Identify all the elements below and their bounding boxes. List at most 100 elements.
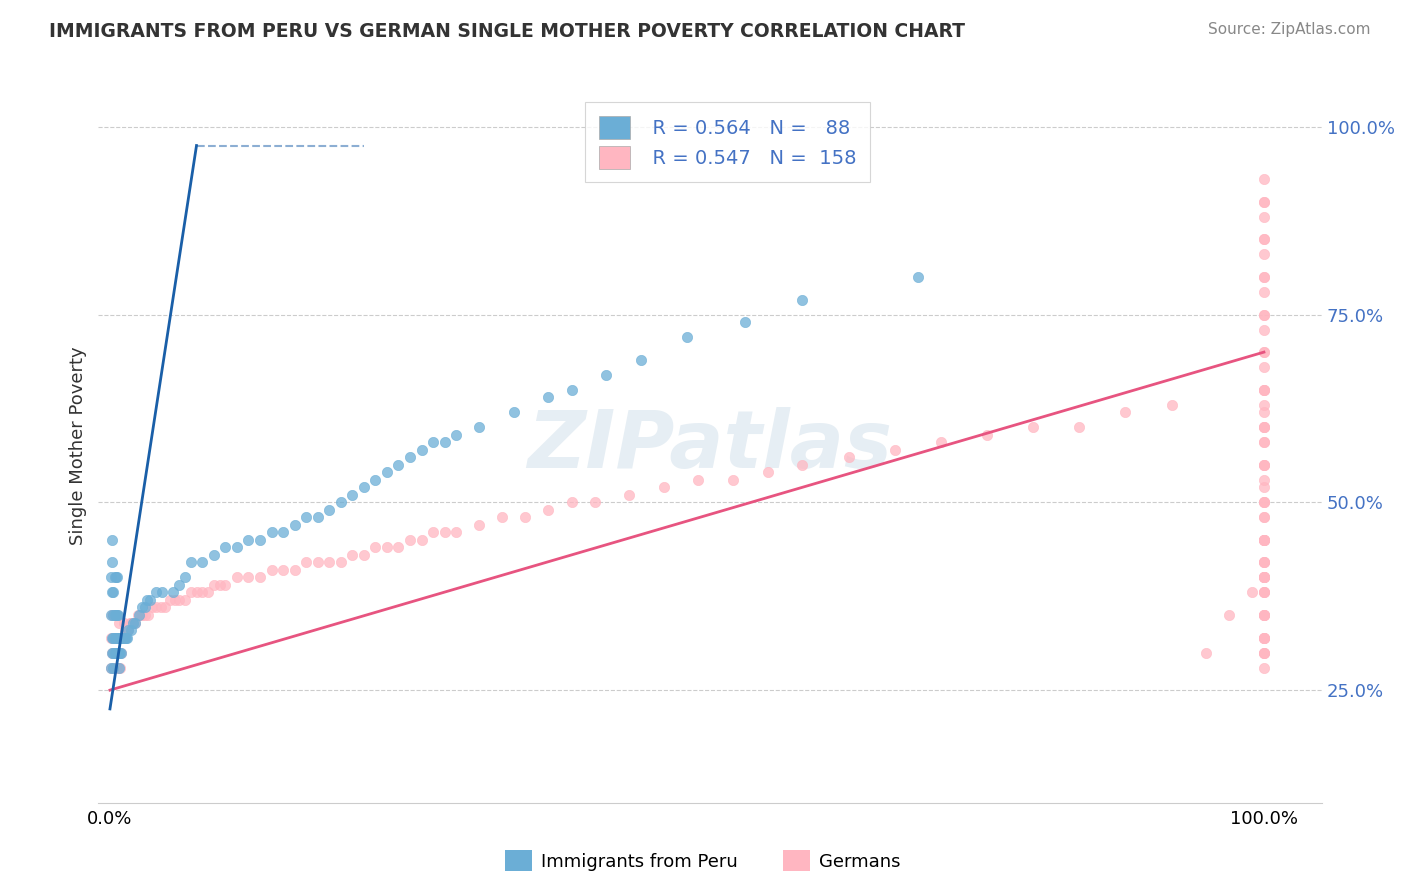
Point [107, 631, 129, 645]
Point [108, 660, 131, 674]
Legend:   R = 0.564   N =   88,   R = 0.547   N =  158: R = 0.564 N = 88, R = 0.547 N = 158 [585, 103, 870, 182]
Point [1253, 285, 1275, 299]
Point [163, 593, 186, 607]
Point [105, 646, 128, 660]
Point [105, 607, 128, 622]
Point [174, 570, 197, 584]
Point [375, 541, 398, 555]
Point [1253, 533, 1275, 547]
Point [107, 631, 129, 645]
Point [208, 578, 231, 592]
Point [1253, 270, 1275, 285]
Point [721, 473, 744, 487]
Point [118, 615, 141, 630]
Point [375, 465, 398, 479]
Point [1253, 345, 1275, 359]
Point [103, 660, 125, 674]
Point [411, 533, 433, 547]
Point [101, 607, 124, 622]
Point [103, 607, 125, 622]
Point [145, 600, 167, 615]
Point [108, 646, 131, 660]
Point [1253, 556, 1275, 570]
Point [1253, 420, 1275, 434]
Point [197, 585, 219, 599]
Point [1253, 533, 1275, 547]
Point [121, 615, 143, 630]
Point [284, 517, 307, 532]
Point [107, 660, 129, 674]
Point [104, 646, 127, 660]
Point [537, 503, 560, 517]
Point [101, 631, 124, 645]
Point [134, 600, 156, 615]
Point [104, 660, 127, 674]
Point [1253, 194, 1275, 209]
Point [122, 615, 145, 630]
Point [101, 646, 124, 660]
Point [1253, 458, 1275, 472]
Point [202, 548, 225, 562]
Point [502, 405, 524, 419]
Point [107, 607, 129, 622]
Point [135, 593, 157, 607]
Point [117, 623, 139, 637]
Point [100, 631, 122, 645]
Point [115, 623, 138, 637]
Point [1069, 420, 1091, 434]
Point [104, 631, 127, 645]
Point [110, 646, 132, 660]
Point [101, 646, 124, 660]
Point [756, 465, 779, 479]
Point [128, 607, 150, 622]
Point [191, 585, 214, 599]
Point [1253, 345, 1275, 359]
Point [1253, 210, 1275, 224]
Legend: Immigrants from Peru, Germans: Immigrants from Peru, Germans [498, 843, 908, 879]
Point [149, 600, 172, 615]
Point [399, 450, 422, 465]
Point [1253, 383, 1275, 397]
Point [1253, 232, 1275, 246]
Point [1253, 585, 1275, 599]
Point [929, 435, 952, 450]
Point [433, 525, 456, 540]
Point [238, 570, 260, 584]
Point [180, 585, 202, 599]
Point [127, 607, 149, 622]
Point [103, 646, 125, 660]
Point [1253, 322, 1275, 336]
Point [271, 525, 294, 540]
Point [652, 480, 675, 494]
Point [1253, 607, 1275, 622]
Point [444, 525, 467, 540]
Point [112, 631, 135, 645]
Point [117, 623, 139, 637]
Point [124, 615, 146, 630]
Point [1253, 435, 1275, 450]
Point [271, 563, 294, 577]
Point [883, 442, 905, 457]
Point [1253, 646, 1275, 660]
Point [1253, 631, 1275, 645]
Point [387, 541, 409, 555]
Point [110, 631, 132, 645]
Point [174, 593, 197, 607]
Point [1253, 646, 1275, 660]
Point [468, 517, 491, 532]
Point [103, 607, 125, 622]
Point [1253, 533, 1275, 547]
Point [107, 646, 129, 660]
Point [318, 503, 340, 517]
Point [433, 435, 456, 450]
Point [1253, 270, 1275, 285]
Point [112, 615, 135, 630]
Point [104, 607, 127, 622]
Point [136, 607, 159, 622]
Point [1253, 631, 1275, 645]
Point [1160, 398, 1182, 412]
Point [364, 473, 387, 487]
Point [112, 631, 135, 645]
Point [630, 352, 652, 367]
Point [260, 525, 283, 540]
